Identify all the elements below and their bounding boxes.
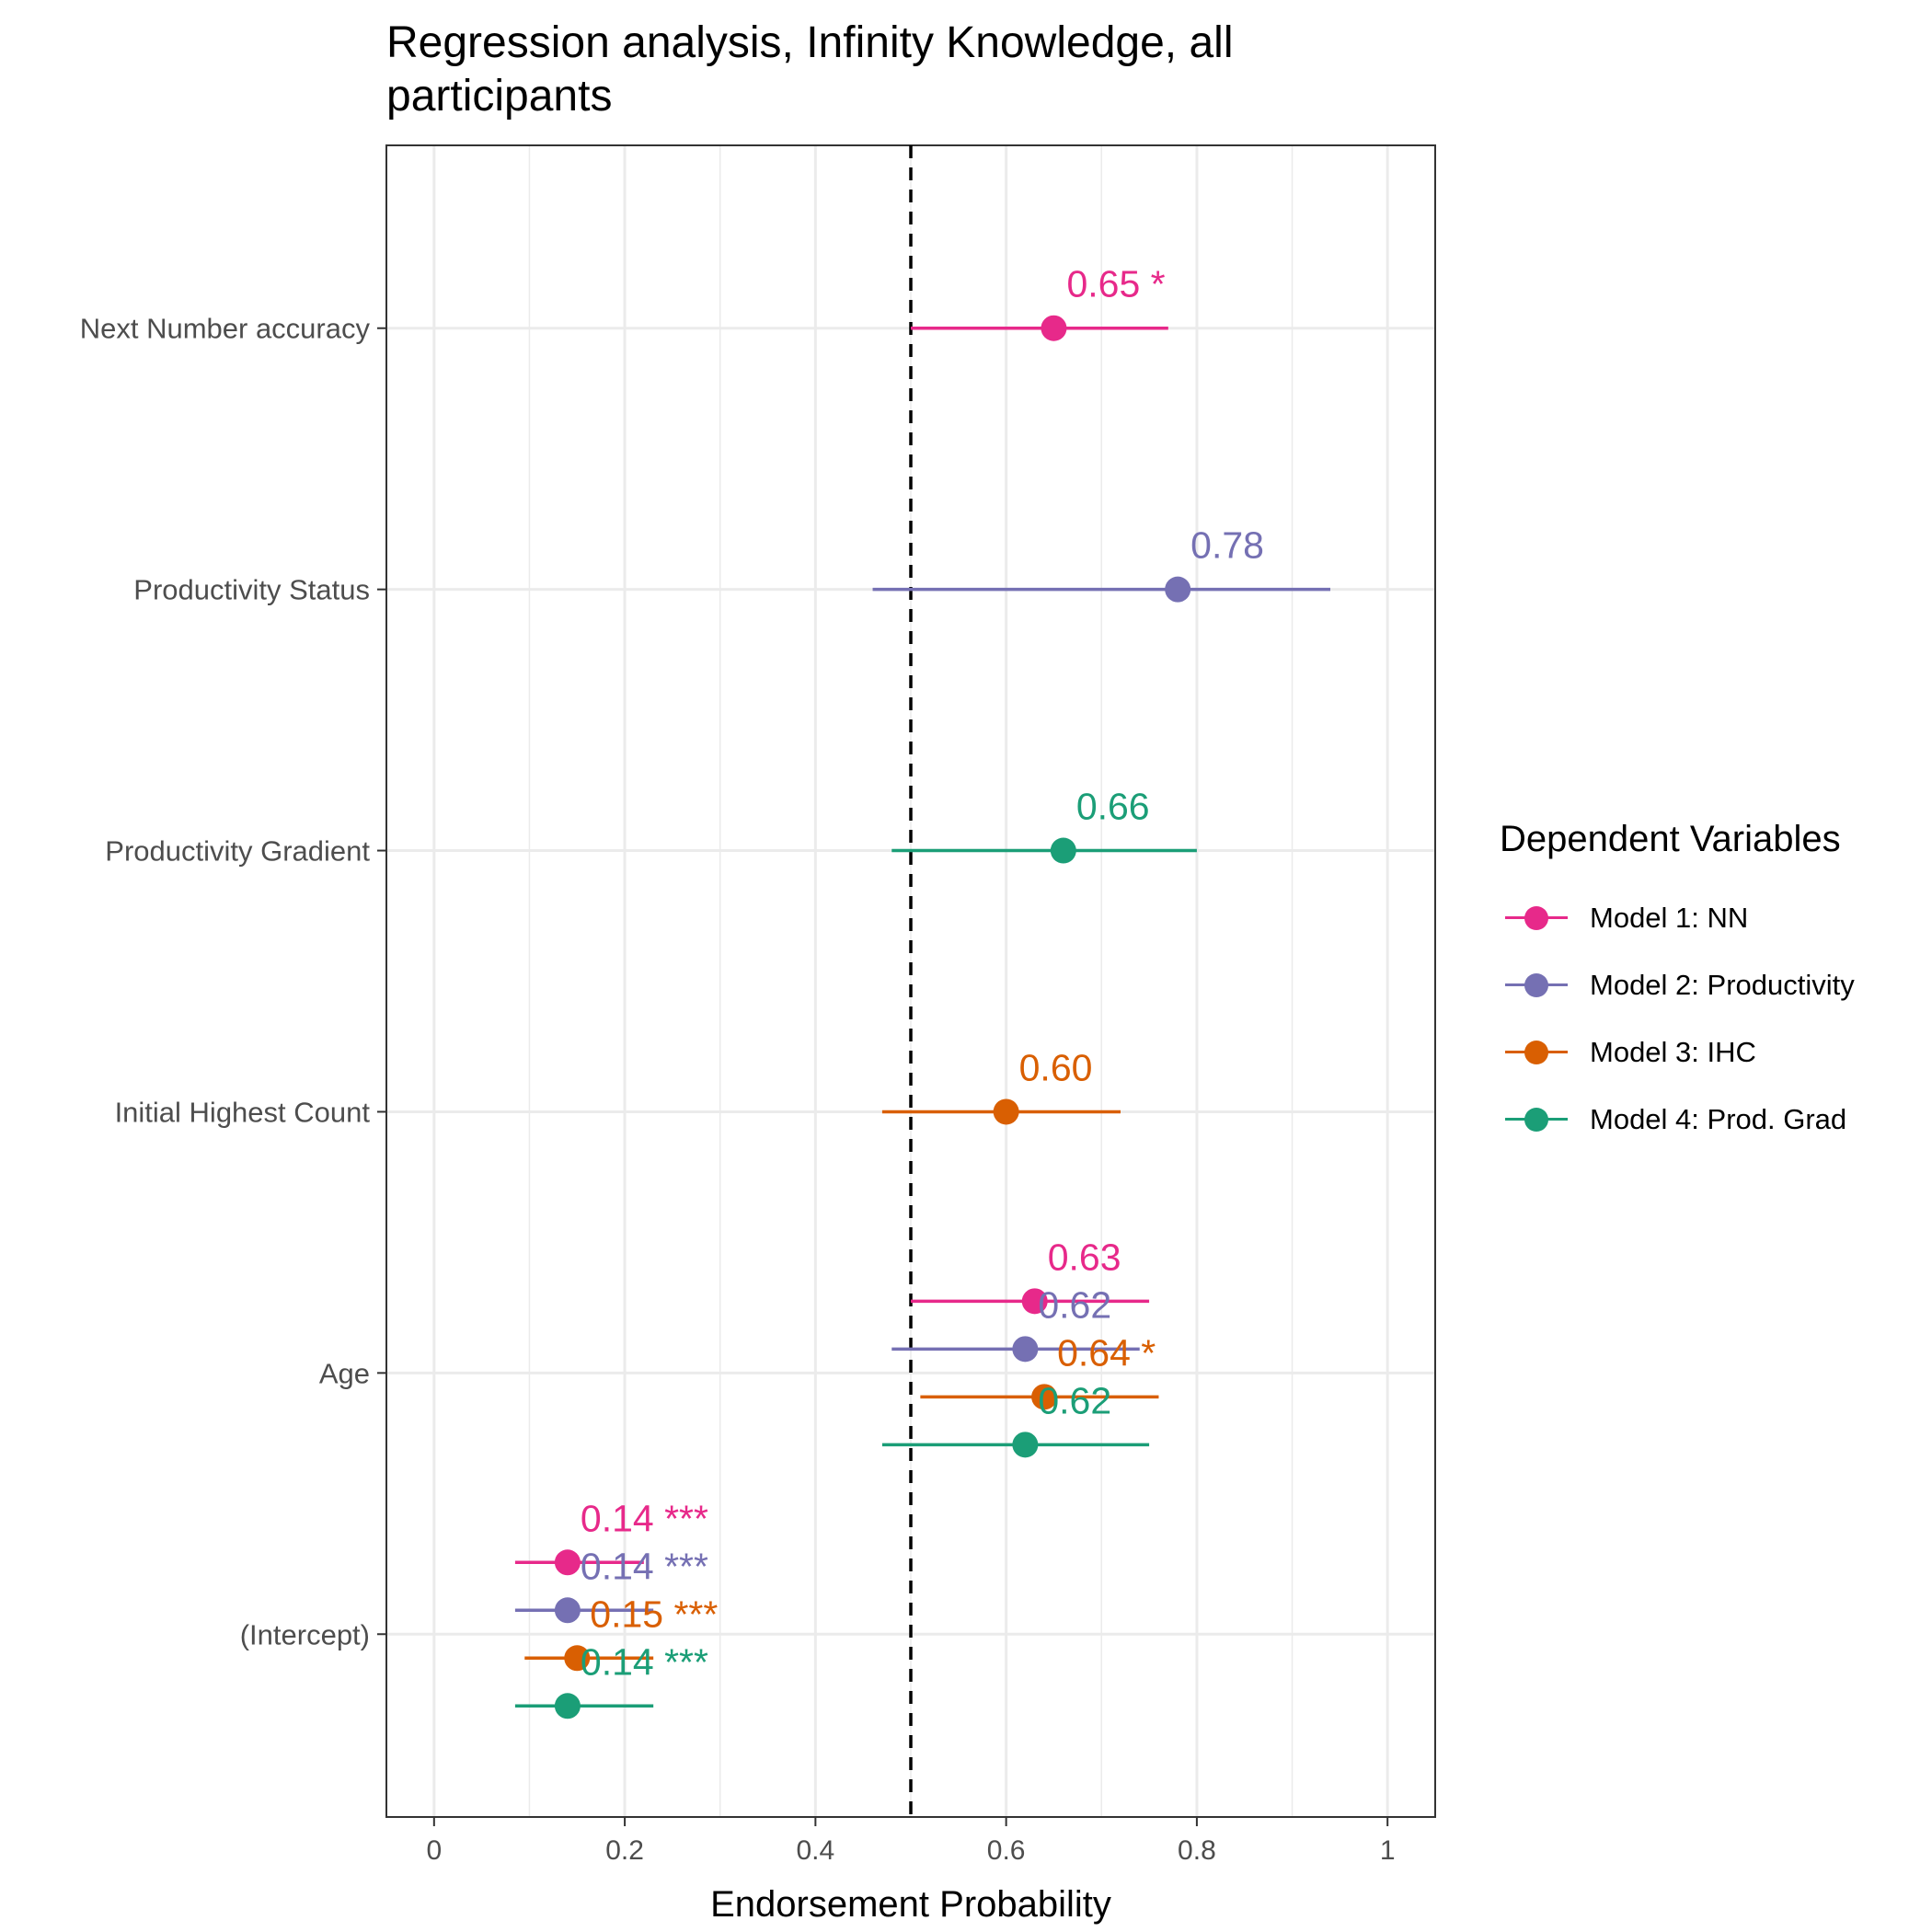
legend-item: Model 4: Prod. Grad — [1500, 1086, 1855, 1153]
legend-label: Model 3: IHC — [1590, 1035, 1756, 1068]
legend-title: Dependent Variables — [1500, 819, 1841, 859]
data-label: 0.78 — [1190, 524, 1264, 567]
data-label: 0.66 — [1076, 786, 1150, 828]
legend-item: Model 3: IHC — [1500, 1018, 1855, 1086]
data-label: 0.14 *** — [581, 1640, 708, 1683]
point-estimate — [554, 1549, 581, 1576]
legend-key-dot — [1524, 905, 1548, 930]
legend-key — [1500, 1101, 1573, 1138]
legend-key — [1500, 900, 1573, 937]
axis-layer: 0 0.2 0.4 0.6 0.8 1 Next Number accuracy Produc… — [80, 313, 1396, 1866]
legend-label: Model 1: NN — [1590, 901, 1749, 934]
point-estimate — [1165, 576, 1191, 603]
data-label: 0.14 *** — [581, 1497, 708, 1539]
legend: Dependent Variables Model 1: NN Model 2: … — [1500, 819, 1855, 1153]
x-tick-label: 1 — [1380, 1835, 1396, 1866]
point-estimate — [1021, 1288, 1048, 1315]
y-tick-label: Productivity Status — [133, 574, 370, 606]
data-label: 0.60 — [1019, 1046, 1093, 1088]
legend-item: Model 1: NN — [1500, 884, 1855, 951]
legend-label: Model 2: Productivity — [1590, 968, 1855, 1001]
legend-item: Model 2: Productivity — [1500, 951, 1855, 1018]
y-tick-label: Initial Highest Count — [115, 1096, 371, 1128]
legend-key-dot — [1524, 1040, 1548, 1064]
point-estimate — [1041, 315, 1067, 341]
y-tick-label: Age — [319, 1357, 370, 1389]
legend-key — [1500, 967, 1573, 1004]
point-estimate — [1012, 1432, 1039, 1458]
legend-key — [1500, 1034, 1573, 1071]
data-label: 0.62 — [1038, 1379, 1111, 1421]
legend-items: Model 1: NN Model 2: Productivity Model 3:… — [1500, 884, 1855, 1153]
data-label: 0.15 *** — [590, 1593, 718, 1635]
point-estimate — [993, 1098, 1019, 1125]
x-tick-label: 0.6 — [987, 1835, 1026, 1866]
mark-layer: 0.65 * 0.63 0.14 *** 0.78 0.62 0.14 *** 0.60 0.… — [514, 263, 1330, 1719]
point-estimate — [554, 1693, 581, 1719]
data-label: 0.14 *** — [581, 1545, 708, 1587]
x-tick-label: 0.2 — [605, 1835, 644, 1866]
x-tick-label: 0.4 — [797, 1835, 835, 1866]
data-label: 0.65 * — [1066, 263, 1165, 305]
point-estimate — [1031, 1384, 1058, 1410]
legend-key-dot — [1524, 972, 1548, 997]
y-tick-label: Next Number accuracy — [80, 313, 371, 345]
chart-title: Regression analysis, Infinity Knowledge,… — [386, 18, 1234, 121]
y-tick-label: (Intercept) — [240, 1618, 370, 1650]
legend-label: Model 4: Prod. Grad — [1590, 1102, 1847, 1135]
data-label: 0.64 * — [1057, 1331, 1156, 1374]
data-label: 0.63 — [1048, 1236, 1121, 1278]
point-estimate — [554, 1597, 581, 1624]
point-estimate — [1050, 837, 1076, 864]
data-label: 0.62 — [1038, 1283, 1111, 1326]
point-estimate — [564, 1645, 591, 1672]
y-tick-label: Productivity Gradient — [105, 835, 370, 868]
x-axis-title: Endorsement Probability — [710, 1884, 1111, 1925]
x-tick-label: 0 — [426, 1835, 442, 1866]
legend-key-dot — [1524, 1107, 1548, 1132]
point-estimate — [1012, 1336, 1039, 1363]
x-tick-label: 0.8 — [1178, 1835, 1216, 1866]
